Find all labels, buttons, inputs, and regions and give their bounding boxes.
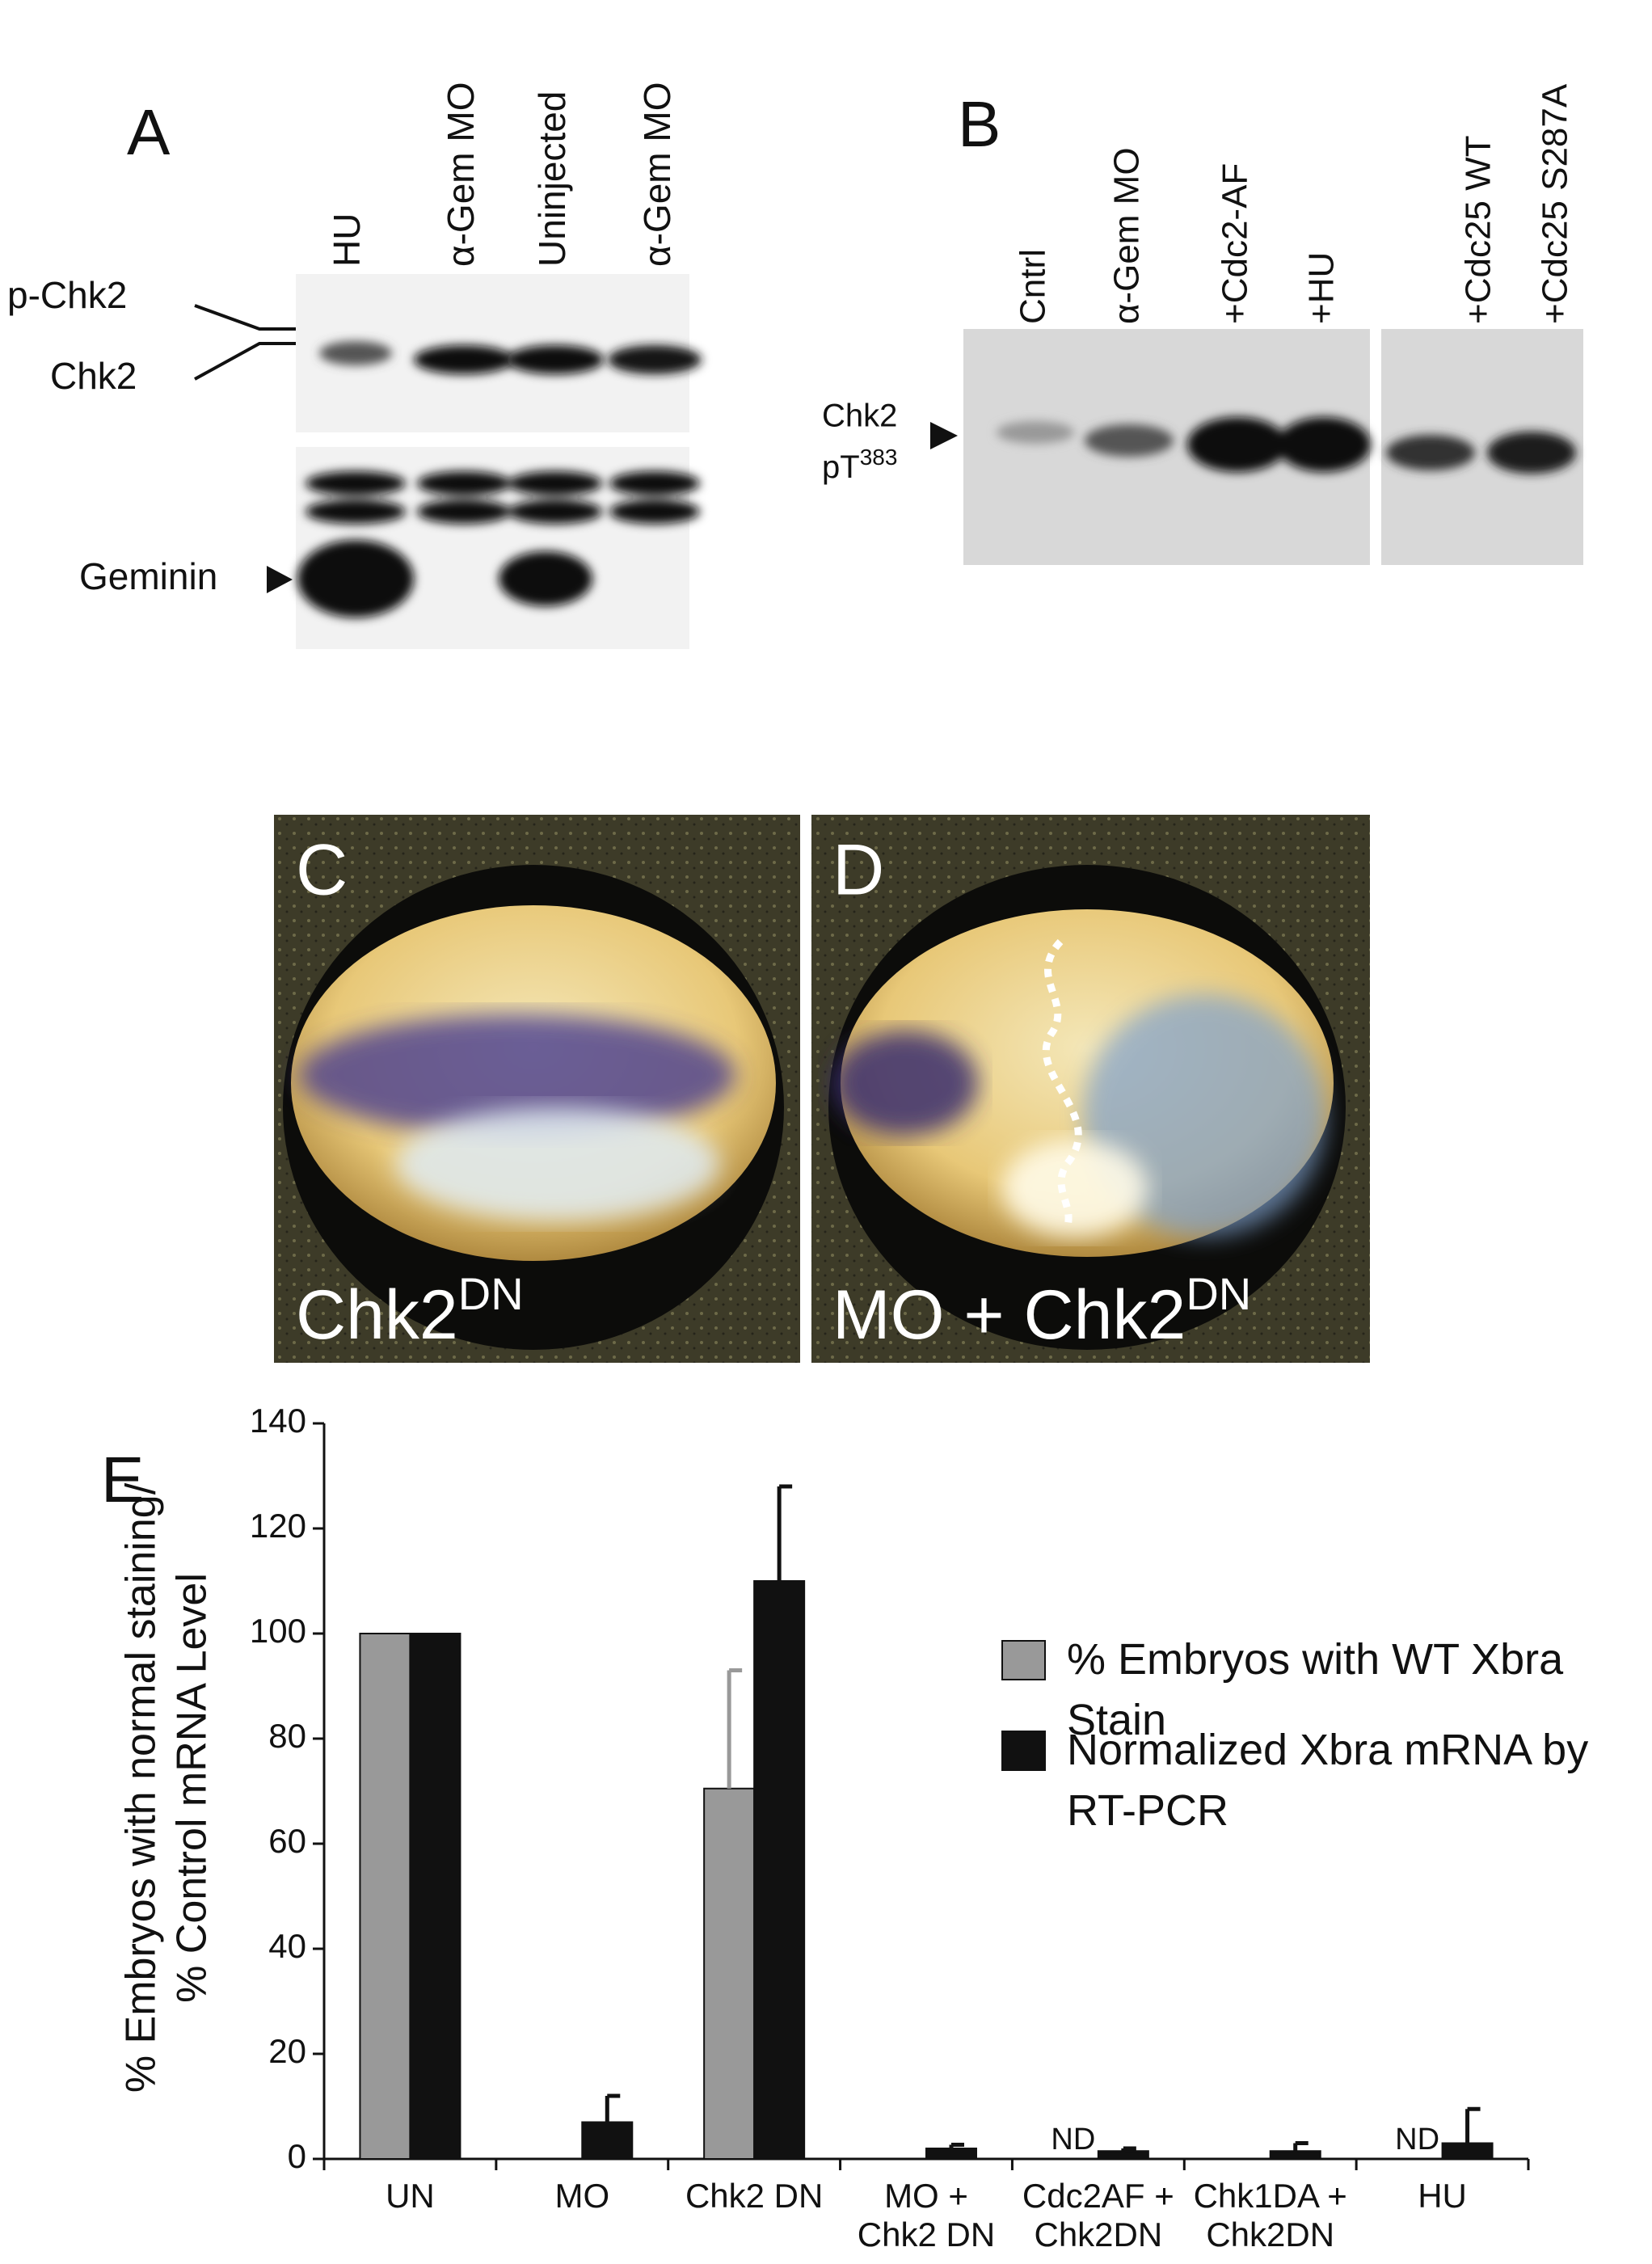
bar [925, 2148, 977, 2160]
marker-label: Chk2 [50, 355, 137, 397]
lane-label: α-Gem MO [440, 82, 482, 267]
marker-text: pT [822, 449, 860, 485]
x-tick-label: UN [386, 2177, 435, 2215]
caption: Chk2DN [296, 1268, 524, 1354]
y-tick-label: 40 [268, 1927, 306, 1965]
y-tick-label: 120 [250, 1507, 306, 1545]
legend-label: % Embryos with WT Xbra Stain [1067, 1635, 1564, 1744]
blot [296, 274, 702, 649]
arrowhead [930, 422, 958, 449]
lane-label: HU [326, 213, 368, 267]
x-tick-label: MO + Chk2 DN [857, 2177, 996, 2253]
lane-label: +Cdc25 S287A [1536, 83, 1575, 324]
legend-swatch [1001, 1731, 1046, 1771]
x-tick-label: Chk2 DN [685, 2177, 824, 2215]
bar [409, 1633, 461, 2160]
bar [581, 2121, 634, 2160]
marker-superscript: 383 [860, 445, 898, 470]
caption-superscript: DN [1186, 1268, 1251, 1319]
caption-text: Chk2 [296, 1276, 458, 1354]
caption: MO + Chk2DN [832, 1268, 1251, 1354]
caption-superscript: DN [458, 1268, 524, 1319]
lane-label: +HU [1302, 252, 1342, 324]
legend-label: Normalized Xbra mRNA by RT-PCR [1067, 1726, 1589, 1835]
blot [963, 329, 1583, 565]
y-tick-label: 0 [288, 2137, 306, 2175]
lane-label: Uninjected [531, 91, 573, 267]
lane-label: α-Gem MO [1107, 147, 1147, 324]
marker-label: Chk2 [822, 398, 897, 434]
bar [359, 1633, 411, 2160]
marker-label: pT383 [822, 445, 897, 484]
bar [753, 1580, 806, 2160]
y-tick-label: 20 [268, 2032, 306, 2070]
panel-label: C [296, 829, 348, 910]
lane-label: Cntrl [1014, 249, 1053, 324]
y-tick-label: 60 [268, 1822, 306, 1860]
y-tick-label: 140 [250, 1402, 306, 1440]
panel-label: B [958, 88, 1001, 160]
value-label: ND [1395, 2123, 1439, 2156]
x-tick-label: Chk1DA + Chk2DN [1193, 2177, 1347, 2253]
lane-label: α-Gem MO [636, 82, 678, 267]
micrograph [274, 815, 800, 1363]
panel-label: D [832, 829, 884, 910]
legend-swatch [1001, 1640, 1046, 1680]
y-axis-label: % Embryos with normal staining/ [118, 1482, 165, 2093]
marker-label: Geminin [79, 555, 217, 597]
y-tick-label: 100 [250, 1612, 306, 1650]
marker-label: p-Chk2 [7, 274, 127, 316]
arrowhead [267, 566, 293, 593]
y-tick-label: 80 [268, 1717, 306, 1755]
y-axis-label: % Control mRNA Level [169, 1573, 216, 2003]
bar [703, 1787, 756, 2160]
lane-label: +Cdc25 WT [1459, 135, 1498, 324]
marker-lines [194, 304, 296, 381]
micrograph [811, 815, 1370, 1363]
x-tick-label: MO [554, 2177, 610, 2215]
x-tick-label: HU [1418, 2177, 1467, 2215]
caption-text: MO + Chk2 [832, 1276, 1186, 1354]
bar [1269, 2150, 1321, 2160]
bar [1441, 2142, 1494, 2160]
value-label: ND [1051, 2123, 1095, 2156]
x-tick-label: Cdc2AF + Chk2DN [1022, 2177, 1174, 2253]
lane-label: +Cdc2-AF [1216, 163, 1255, 324]
panel-label: E [101, 1444, 144, 1516]
panel-label: A [127, 96, 171, 168]
bar [1097, 2150, 1149, 2160]
